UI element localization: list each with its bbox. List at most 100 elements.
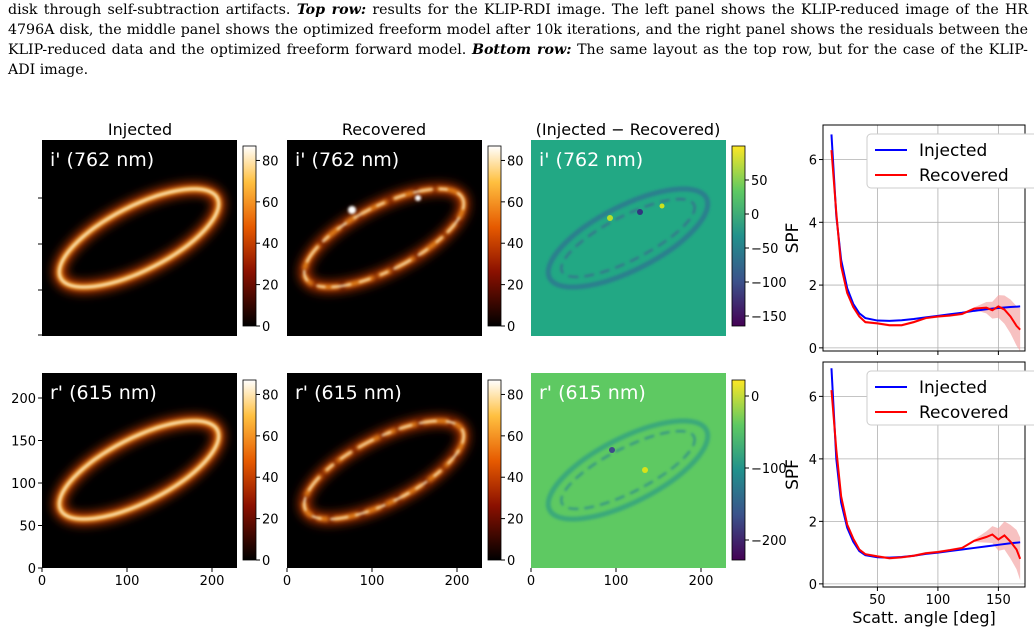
colorbar [487, 145, 502, 327]
colorbar-tick-label: −100 [751, 462, 787, 477]
colorbar-tick-label: 20 [507, 513, 524, 528]
y-tick-label: 150 [11, 435, 36, 450]
residual-ring [545, 418, 711, 522]
image-axes: 0 100 200 [283, 568, 469, 589]
colorbar-ticks: 0 20 40 60 80 [501, 154, 524, 335]
y-tick-label: 0 [809, 342, 817, 357]
colorbar-tick-label: 80 [262, 154, 279, 169]
colorbar-ticks: 0 20 40 60 80 [256, 154, 279, 335]
y-axis-label: SPF [783, 459, 803, 490]
spf-plot-row1: 0 2 4 6 SPF Injected Recovered [783, 124, 1034, 357]
band-label: r' (615 nm) [295, 382, 402, 404]
panel-recovered-row1: Recovered i' (762 nm) 0 20 40 60 80 [287, 120, 524, 336]
legend-label: Recovered [919, 166, 1009, 186]
colorbar-tick-label: 0 [751, 390, 759, 405]
x-tick-label: 100 [604, 574, 629, 589]
caption-top-row-text: results for the KLIP-RDI image. The left… [8, 2, 1029, 58]
colorbar-tick-label: 0 [262, 320, 270, 335]
x-tick-label: 100 [360, 574, 385, 589]
plot-frame [822, 124, 1026, 352]
band-label: i' (762 nm) [539, 149, 643, 171]
colorbar-tick-label: 20 [262, 513, 279, 528]
panel-residual-row1: (Injected − Recovered) i' (762 nm) −150−… [531, 120, 787, 336]
figure-caption: disk through self-subtraction artifacts.… [8, 0, 1028, 80]
colorbar [242, 145, 257, 327]
residual-ring [545, 186, 711, 290]
residual-ring-inner [560, 198, 696, 278]
colorbar-ticks: 0 20 40 60 80 [501, 388, 524, 569]
legend-label: Injected [919, 378, 987, 398]
y-tick-label: 6 [809, 390, 817, 405]
image-frame [531, 140, 726, 336]
caption-intro: disk through self-subtraction artifacts. [8, 2, 291, 18]
colorbar-tick-label: 80 [507, 154, 524, 169]
x-tick-label: 50 [869, 593, 886, 608]
colorbar-ticks: 0 20 40 60 80 [256, 388, 279, 569]
colorbar-tick-label: 60 [507, 196, 524, 211]
colorbar-tick-label: −200 [751, 534, 787, 549]
y-tick-label: 2 [809, 279, 817, 294]
caption-bottom-row-label: Bottom row: [471, 42, 572, 58]
legend-box [866, 370, 1034, 426]
x-tick-label: 0 [38, 574, 46, 589]
colorbar-tick-label: 0 [507, 554, 515, 569]
x-tick-label: 0 [283, 574, 291, 589]
colorbar-tick-label: 40 [262, 471, 279, 486]
residual-spot [637, 209, 643, 215]
y-axis-label: SPF [783, 223, 803, 254]
colorbar-tick-label: 20 [507, 279, 524, 294]
recovered-line [830, 150, 1021, 331]
y-tick-label: 100 [11, 477, 36, 492]
colorbar-tick-label: 80 [507, 388, 524, 403]
y-tick-label: 4 [809, 216, 817, 231]
colorbar [487, 379, 502, 561]
legend-label: Recovered [919, 403, 1009, 423]
column-title-recovered: Recovered [342, 120, 426, 139]
disk-core [58, 187, 220, 289]
x-axis-label: Scatt. angle [deg] [852, 608, 996, 627]
bright-spot [415, 195, 421, 201]
y-tick-label: 0 [28, 562, 36, 577]
colorbar-tick-label: 0 [751, 208, 759, 223]
panel-residual-row2: r' (615 nm) 0 100 200 −200 −100 0 [527, 373, 787, 589]
legend: Injected Recovered [866, 133, 1034, 189]
y-tick-label: 50 [19, 520, 36, 535]
colorbar-tick-label: 40 [507, 471, 524, 486]
residual-ring-inner [560, 430, 696, 510]
colorbar [731, 145, 746, 327]
colorbar-tick-label: 60 [262, 430, 279, 445]
residual-spot [607, 215, 613, 221]
column-title-injected: Injected [108, 120, 172, 139]
colorbar-tick-label: 60 [507, 430, 524, 445]
y-tick-label: 6 [809, 154, 817, 169]
residual-spot [609, 447, 615, 453]
residual-spot [642, 467, 648, 473]
x-tick-label: 100 [115, 574, 140, 589]
caption-line-1: disk through self-subtraction artifacts.… [8, 0, 1028, 80]
row-1: Injected i' (762 nm) 0 20 40 60 80 Recovered… [38, 120, 787, 336]
y-tick-label: 200 [11, 392, 36, 407]
band-label: i' (762 nm) [295, 149, 399, 171]
band-label: i' (762 nm) [50, 149, 154, 171]
y-tick-label: 4 [809, 453, 817, 468]
injected-line [830, 134, 1021, 322]
panel-recovered-row2: r' (615 nm) 0 100 200 0 20 40 60 80 [283, 373, 524, 589]
x-tick-label: 0 [527, 574, 535, 589]
legend: Injected Recovered [866, 370, 1034, 426]
colorbar [731, 379, 746, 561]
band-label: r' (615 nm) [50, 382, 157, 404]
x-tick-label: 200 [200, 574, 225, 589]
plot-frame [822, 361, 1026, 588]
colorbar-tick-label: −150 [751, 310, 787, 325]
y-tick-label: 0 [809, 578, 817, 593]
colorbar-tick-label: 0 [262, 554, 270, 569]
spf-plot-row2: 0 2 4 6 50 100 150 SPF Scatt. angle [deg] Injecte… [783, 361, 1034, 627]
image-axes: 0 100 200 [527, 568, 713, 589]
panel-injected-row2: r' (615 nm) 0 100 200 0 50 100 150 200 0 20 40 60 8… [11, 373, 279, 589]
legend-box [866, 133, 1034, 189]
residual-spot [659, 203, 665, 209]
colorbar-tick-label: 20 [262, 279, 279, 294]
band-label: r' (615 nm) [539, 382, 646, 404]
colorbar-tick-label: 50 [751, 174, 768, 189]
